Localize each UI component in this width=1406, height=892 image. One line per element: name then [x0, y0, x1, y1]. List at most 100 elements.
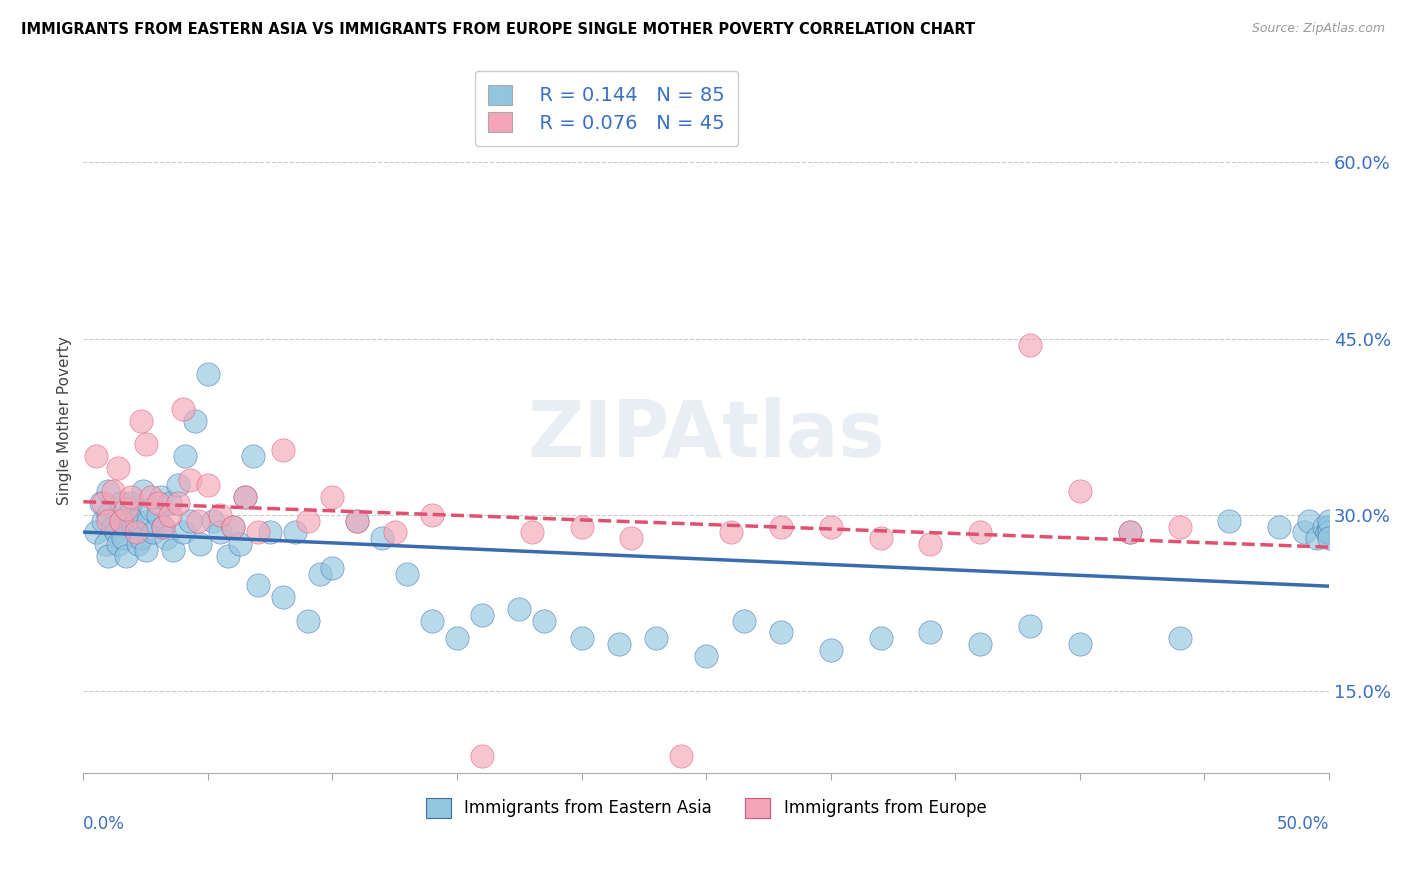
- Point: [420, 508, 443, 522]
- Point: [91, 514, 114, 528]
- Point: [94, 537, 117, 551]
- Point: [190, 537, 212, 551]
- Point: [571, 631, 593, 645]
- Point: [520, 525, 543, 540]
- Point: [107, 537, 129, 551]
- Point: [103, 519, 125, 533]
- Point: [1218, 514, 1240, 528]
- Point: [222, 519, 245, 533]
- Point: [129, 531, 152, 545]
- Point: [384, 525, 406, 540]
- Point: [1118, 525, 1140, 540]
- Text: IMMIGRANTS FROM EASTERN ASIA VS IMMIGRANTS FROM EUROPE SINGLE MOTHER POVERTY COR: IMMIGRANTS FROM EASTERN ASIA VS IMMIGRAN…: [21, 22, 976, 37]
- Point: [920, 625, 942, 640]
- Point: [97, 549, 120, 563]
- Point: [920, 537, 942, 551]
- Point: [117, 508, 139, 522]
- Point: [1019, 337, 1042, 351]
- Point: [197, 367, 219, 381]
- Point: [136, 514, 159, 528]
- Point: [321, 490, 343, 504]
- Point: [720, 525, 742, 540]
- Point: [1317, 514, 1340, 528]
- Point: [820, 643, 842, 657]
- Point: [91, 496, 114, 510]
- Point: [371, 531, 394, 545]
- Point: [259, 525, 281, 540]
- Point: [769, 625, 792, 640]
- Point: [135, 543, 157, 558]
- Point: [110, 496, 132, 510]
- Point: [197, 478, 219, 492]
- Point: [246, 525, 269, 540]
- Point: [1168, 519, 1191, 533]
- Point: [733, 614, 755, 628]
- Point: [167, 478, 190, 492]
- Point: [90, 496, 112, 510]
- Point: [869, 631, 891, 645]
- Point: [149, 490, 172, 504]
- Point: [124, 525, 146, 540]
- Point: [222, 519, 245, 533]
- Point: [120, 490, 142, 504]
- Point: [620, 531, 643, 545]
- Point: [969, 525, 991, 540]
- Y-axis label: Single Mother Poverty: Single Mother Poverty: [58, 336, 72, 505]
- Point: [1019, 619, 1042, 633]
- Point: [127, 537, 149, 551]
- Point: [471, 748, 494, 763]
- Point: [1317, 519, 1340, 533]
- Point: [346, 514, 368, 528]
- Point: [346, 514, 368, 528]
- Point: [396, 566, 419, 581]
- Point: [103, 484, 125, 499]
- Text: Source: ZipAtlas.com: Source: ZipAtlas.com: [1251, 22, 1385, 36]
- Point: [820, 519, 842, 533]
- Point: [146, 496, 169, 510]
- Point: [97, 484, 120, 499]
- Point: [1305, 531, 1327, 545]
- Point: [209, 508, 232, 522]
- Point: [297, 514, 319, 528]
- Point: [184, 414, 207, 428]
- Point: [209, 525, 232, 540]
- Point: [110, 514, 132, 528]
- Point: [571, 519, 593, 533]
- Point: [139, 502, 162, 516]
- Point: [1069, 637, 1091, 651]
- Point: [84, 525, 107, 540]
- Point: [533, 614, 555, 628]
- Point: [167, 496, 190, 510]
- Point: [695, 648, 717, 663]
- Point: [508, 601, 530, 615]
- Legend:   R = 0.144   N = 85,   R = 0.076   N = 45: R = 0.144 N = 85, R = 0.076 N = 45: [475, 71, 738, 146]
- Point: [645, 631, 668, 645]
- Point: [1317, 531, 1340, 545]
- Point: [107, 460, 129, 475]
- Point: [1317, 525, 1340, 540]
- Point: [271, 590, 294, 604]
- Point: [246, 578, 269, 592]
- Point: [142, 525, 165, 540]
- Point: [114, 549, 136, 563]
- Point: [124, 514, 146, 528]
- Point: [1069, 484, 1091, 499]
- Point: [129, 414, 152, 428]
- Point: [769, 519, 792, 533]
- Point: [152, 519, 174, 533]
- Point: [155, 531, 177, 545]
- Point: [187, 514, 209, 528]
- Point: [607, 637, 630, 651]
- Point: [242, 449, 264, 463]
- Point: [1268, 519, 1291, 533]
- Point: [110, 514, 132, 528]
- Point: [1294, 525, 1316, 540]
- Point: [309, 566, 332, 581]
- Point: [174, 449, 197, 463]
- Point: [217, 549, 239, 563]
- Point: [446, 631, 468, 645]
- Point: [172, 402, 194, 417]
- Point: [471, 607, 494, 622]
- Point: [1298, 514, 1320, 528]
- Point: [112, 531, 135, 545]
